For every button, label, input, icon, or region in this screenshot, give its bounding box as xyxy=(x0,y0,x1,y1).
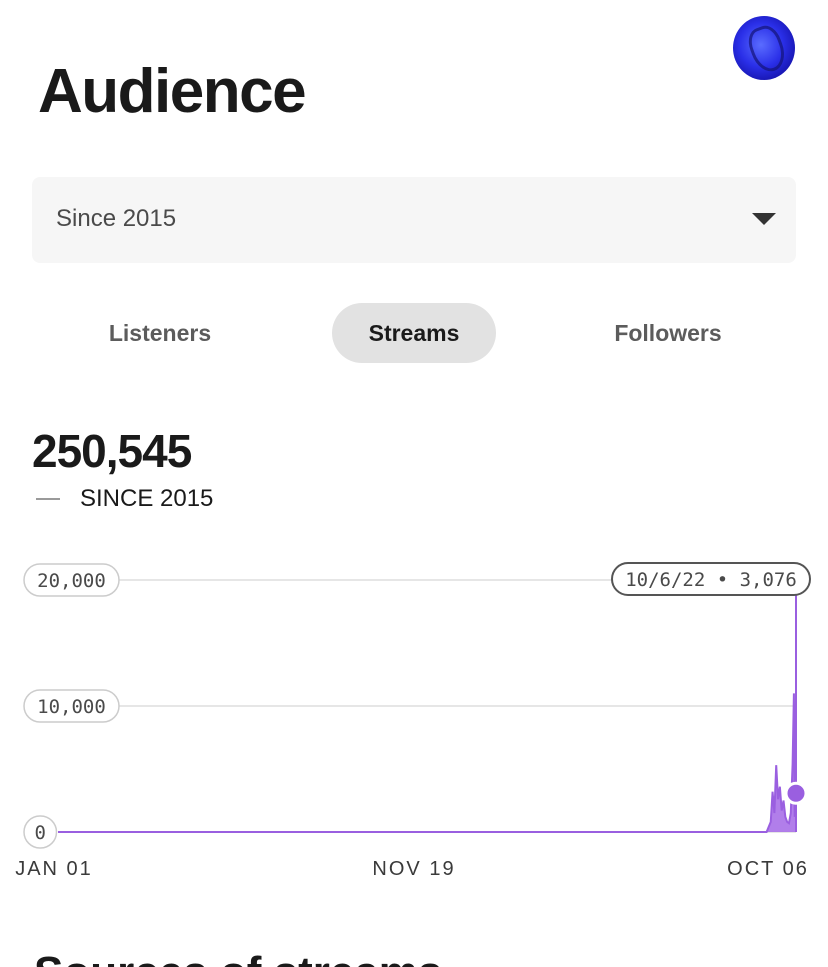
tooltip-label: 10/6/22 • 3,076 xyxy=(625,569,797,591)
tooltip-pill xyxy=(611,562,811,596)
streams-chart[interactable]: 20,000 10,000 0 JAN 01 NOV 19 OCT 06 10/6/22… xyxy=(0,545,828,895)
y-tick-pill xyxy=(23,689,120,723)
y-tick-label: 0 xyxy=(35,822,46,844)
cursor-dot[interactable] xyxy=(784,781,808,805)
y-tick-label: 20,000 xyxy=(37,570,106,592)
streams-area xyxy=(58,693,796,832)
date-range-select[interactable]: Since 2015 xyxy=(32,177,796,263)
tab-followers[interactable]: Followers xyxy=(614,320,722,346)
total-streams-value: 250,545 xyxy=(32,425,192,477)
tab-listeners[interactable]: Listeners xyxy=(108,320,212,346)
y-tick-pill xyxy=(23,563,120,597)
section-heading-sources: Sources of streams xyxy=(34,948,442,967)
metric-tabs: Listeners Streams Followers xyxy=(0,303,828,363)
x-tick-label: NOV 19 xyxy=(372,858,455,880)
y-tick: 20,000 xyxy=(23,563,120,597)
y-tick: 10,000 xyxy=(23,689,120,723)
tab-streams[interactable]: Streams xyxy=(332,303,496,363)
y-tick: 0 xyxy=(23,815,58,849)
avatar[interactable] xyxy=(733,16,795,80)
y-tick-label: 10,000 xyxy=(37,696,106,718)
page-title: Audience xyxy=(38,57,307,126)
date-range-value: Since 2015 xyxy=(56,205,177,232)
y-tick-pill xyxy=(23,815,58,849)
legend-label: SINCE 2015 xyxy=(80,485,214,512)
tooltip: 10/6/22 • 3,076 xyxy=(611,562,811,596)
x-tick-label: JAN 01 xyxy=(15,858,93,880)
streams-line xyxy=(58,693,797,833)
caret-down-icon xyxy=(752,213,776,225)
x-tick-label: OCT 06 xyxy=(727,858,809,880)
legend-dash xyxy=(36,498,60,500)
